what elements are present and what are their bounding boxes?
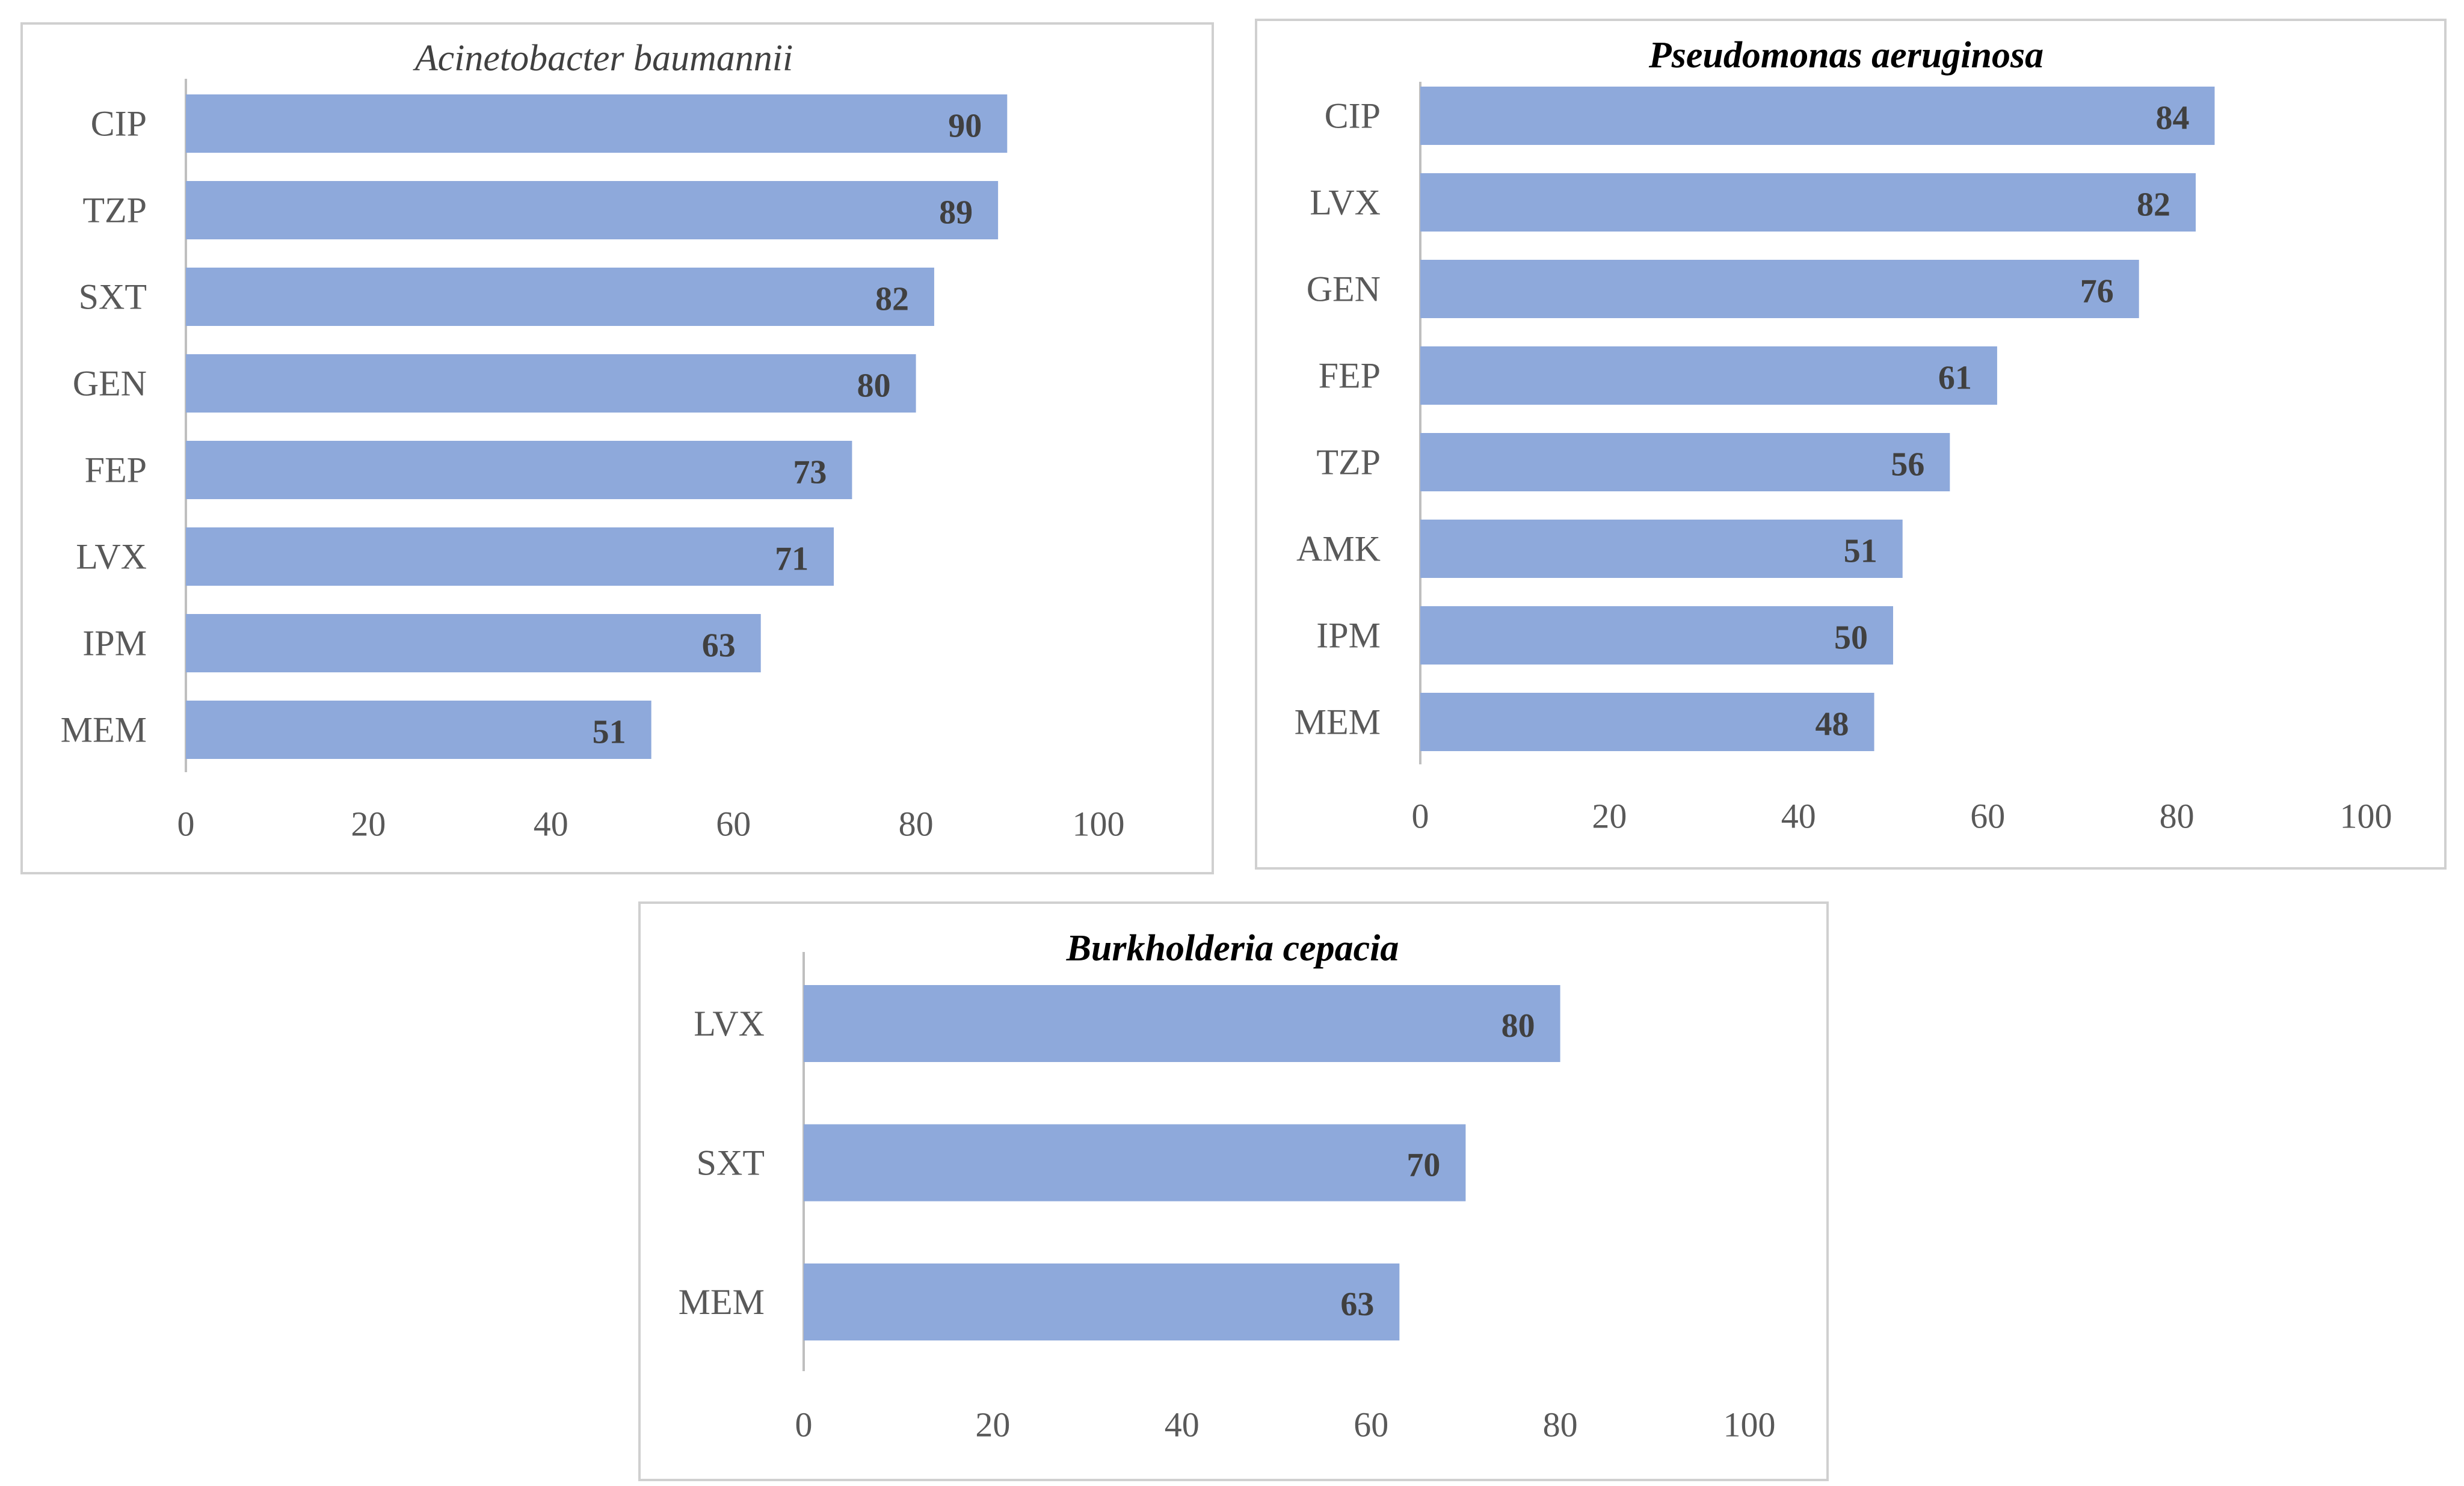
- category-label-mem: MEM: [61, 710, 147, 750]
- category-label-amk: AMK: [1296, 529, 1381, 569]
- bar-sxt: [804, 1124, 1466, 1202]
- category-label-ipm: IPM: [1316, 616, 1381, 655]
- category-labels: CIP LVX GEN FEP TZP AMK IPM MEM: [1295, 96, 1381, 742]
- category-label-gen: GEN: [1307, 269, 1381, 309]
- x-tick-labels: 0 20 40 60 80 100: [177, 805, 1125, 844]
- bar-amk: [1420, 520, 1903, 578]
- value-label-sxt: 70: [1406, 1147, 1440, 1184]
- x-tick-label: 0: [795, 1405, 813, 1445]
- value-label-gen: 80: [857, 367, 891, 405]
- x-tick-label: 20: [351, 805, 386, 844]
- x-tick-label: 40: [1165, 1405, 1200, 1445]
- burkholderia-cepacia-chart: Burkholderia cepacia LVX SXT MEM 80 70 63 0 20 4…: [638, 901, 1829, 1481]
- category-label-gen: GEN: [73, 364, 147, 404]
- chart-title: Burkholderia cepacia: [1066, 928, 1399, 969]
- value-label-fep: 61: [1938, 360, 1972, 397]
- x-tick-labels: 0 20 40 60 80 100: [1412, 797, 2392, 836]
- chart-title: Acinetobacter baumannii: [413, 38, 793, 79]
- pseudomonas-aeruginosa-plot: Pseudomonas aeruginosa CIP LVX GEN FEP TZP AM…: [1295, 35, 2392, 836]
- bars: [186, 94, 1008, 759]
- category-label-fep: FEP: [85, 450, 147, 490]
- category-label-sxt: SXT: [79, 277, 147, 317]
- pseudomonas-aeruginosa-chart: Pseudomonas aeruginosa CIP LVX GEN FEP TZP AM…: [1255, 19, 2447, 870]
- bar-lvx: [804, 985, 1560, 1062]
- x-tick-label: 20: [975, 1405, 1010, 1445]
- x-tick-label: 60: [1354, 1405, 1388, 1445]
- acinetobacter-baumannii-chart: Acinetobacter baumannii CIP TZP SXT GEN FEP L…: [20, 22, 1214, 874]
- value-label-lvx: 82: [2137, 186, 2170, 224]
- bar-cip: [1420, 87, 2215, 145]
- bar-fep: [1420, 346, 1997, 405]
- x-tick-label: 0: [177, 805, 195, 844]
- value-label-amk: 51: [1844, 533, 1877, 570]
- bar-fep: [186, 441, 852, 499]
- value-label-fep: 73: [793, 454, 827, 491]
- bar-mem: [186, 701, 651, 759]
- x-tick-label: 0: [1412, 797, 1429, 836]
- x-tick-label: 80: [899, 805, 934, 844]
- category-label-mem: MEM: [1295, 702, 1381, 742]
- bar-sxt: [186, 268, 934, 326]
- value-label-mem: 51: [593, 714, 626, 751]
- value-label-cip: 84: [2155, 100, 2189, 137]
- category-label-cip: CIP: [1325, 96, 1381, 136]
- x-tick-label: 60: [716, 805, 751, 844]
- x-tick-labels: 0 20 40 60 80 100: [795, 1405, 1776, 1445]
- x-tick-label: 100: [1073, 805, 1125, 844]
- category-label-tzp: TZP: [82, 191, 147, 230]
- value-label-cip: 90: [948, 108, 982, 145]
- value-labels: 80 70 63: [1340, 1007, 1535, 1323]
- category-label-cip: CIP: [91, 104, 147, 144]
- bar-mem: [804, 1263, 1400, 1340]
- value-label-tzp: 89: [939, 194, 973, 232]
- category-label-sxt: SXT: [697, 1143, 765, 1183]
- bars: [804, 985, 1560, 1340]
- x-tick-label: 100: [2340, 797, 2392, 836]
- x-tick-label: 80: [2160, 797, 2194, 836]
- bar-tzp: [186, 181, 999, 239]
- value-labels: 84 82 76 61 56 51 50 48: [1816, 100, 2190, 743]
- bar-ipm: [1420, 606, 1893, 665]
- acinetobacter-baumannii-plot: Acinetobacter baumannii CIP TZP SXT GEN FEP L…: [61, 38, 1125, 844]
- bar-cip: [186, 94, 1008, 153]
- value-label-lvx: 80: [1502, 1007, 1535, 1045]
- category-labels: CIP TZP SXT GEN FEP LVX IPM MEM: [61, 104, 147, 750]
- value-label-ipm: 63: [702, 627, 736, 665]
- category-label-lvx: LVX: [694, 1004, 765, 1043]
- bar-mem: [1420, 693, 1874, 751]
- x-tick-label: 100: [1723, 1405, 1776, 1445]
- bar-gen: [186, 354, 916, 413]
- category-label-ipm: IPM: [82, 624, 147, 663]
- category-label-lvx: LVX: [1310, 183, 1381, 223]
- x-tick-label: 40: [1781, 797, 1816, 836]
- x-tick-label: 40: [534, 805, 568, 844]
- value-label-sxt: 82: [875, 281, 909, 318]
- category-label-tzp: TZP: [1316, 443, 1381, 482]
- chart-title: Pseudomonas aeruginosa: [1648, 35, 2044, 76]
- value-label-lvx: 71: [775, 541, 808, 578]
- value-label-tzp: 56: [1891, 446, 1924, 484]
- category-labels: LVX SXT MEM: [679, 1004, 765, 1322]
- bar-gen: [1420, 260, 2139, 318]
- bar-ipm: [186, 614, 761, 672]
- category-label-fep: FEP: [1319, 356, 1381, 396]
- bar-lvx: [1420, 173, 2196, 232]
- value-label-mem: 48: [1816, 706, 1849, 743]
- value-label-mem: 63: [1340, 1286, 1374, 1323]
- value-label-ipm: 50: [1834, 619, 1868, 657]
- x-tick-label: 80: [1543, 1405, 1578, 1445]
- bar-lvx: [186, 527, 834, 586]
- bar-tzp: [1420, 433, 1950, 491]
- bars: [1420, 87, 2215, 751]
- category-label-mem: MEM: [679, 1282, 765, 1322]
- value-labels: 90 89 82 80 73 71 63 51: [593, 108, 982, 751]
- burkholderia-cepacia-plot: Burkholderia cepacia LVX SXT MEM 80 70 63 0 20 4…: [679, 928, 1776, 1445]
- x-tick-label: 20: [1592, 797, 1627, 836]
- x-tick-label: 60: [1970, 797, 2005, 836]
- category-label-lvx: LVX: [76, 537, 147, 577]
- value-label-gen: 76: [2080, 273, 2114, 310]
